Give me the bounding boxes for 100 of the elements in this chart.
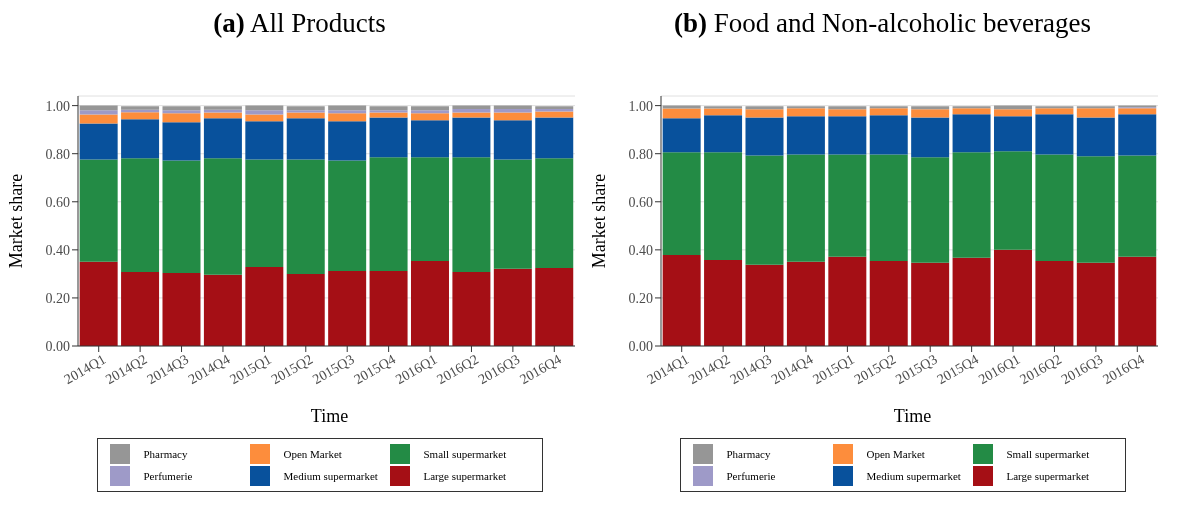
bar [245,110,284,115]
bar [328,271,367,346]
bar [452,271,491,346]
bar [410,260,449,346]
bar [79,159,118,262]
legend-label: Open Market [866,448,925,460]
bar [869,108,908,116]
bar [203,118,242,159]
y-tick-label: 0.20 [45,290,70,306]
bar [162,122,201,161]
bar [369,117,408,158]
bar [369,271,408,346]
bar [869,154,908,261]
bar [121,158,160,272]
chart-title: (b) Food and Non-alcoholic beverages [673,8,1092,40]
y-tick-label: 0.00 [628,338,653,354]
bar [1035,114,1074,155]
legend-label: Open Market [283,448,342,460]
bar [328,113,367,122]
bar [535,111,574,118]
bar [704,106,743,109]
bar [286,106,325,111]
bar [535,117,574,159]
bar [1035,260,1074,346]
bar [328,110,367,114]
bar [911,106,950,110]
bar [952,108,991,115]
bar [162,110,201,114]
bar [1118,155,1157,257]
bar [286,110,325,113]
bar [745,109,784,118]
y-tick-label: 1.00 [628,98,653,114]
bar [828,256,867,346]
legend-label: Pharmacy [726,448,771,460]
bar [745,106,784,110]
bar [1076,156,1115,263]
bar [286,273,325,346]
bar [493,159,532,269]
bar [786,116,825,155]
bar [245,121,284,160]
legend-label: Perfumerie [143,470,193,482]
y-axis-title: Market share [589,173,610,269]
bar [162,160,201,273]
bar [452,108,491,113]
bar [828,116,867,155]
legend-label: Small supermarket [1006,448,1090,460]
legend-label: Large supermarket [1006,470,1090,482]
y-tick-label: 0.00 [45,338,70,354]
bar [410,157,449,261]
bar [535,267,574,346]
bar [1118,108,1157,115]
bar [828,154,867,257]
bar [993,249,1032,346]
chart-title: (a) All Products [212,8,387,40]
bar [993,151,1032,250]
bar [162,106,201,111]
bar [1035,108,1074,115]
bar [662,118,701,153]
bar [662,254,701,346]
bar [786,154,825,262]
bar [662,152,701,255]
bar [79,114,118,124]
bar [786,261,825,346]
bar [121,112,160,120]
legend-label: Medium supermarket [283,470,378,482]
bar [952,257,991,346]
bar [410,113,449,121]
y-tick-label: 0.20 [628,290,653,306]
bar [704,152,743,260]
bar [1118,256,1157,346]
bar [535,158,574,268]
bar [662,105,701,109]
bar [1076,108,1115,118]
y-tick-label: 0.60 [628,194,653,210]
bar [745,117,784,156]
bar [452,157,491,272]
bar [493,108,532,113]
x-axis-title: Time [892,406,933,428]
legend-label: Pharmacy [143,448,188,460]
bar [369,157,408,271]
bar [203,274,242,346]
bar [911,117,950,158]
y-tick-label: 1.00 [45,98,70,114]
bar [162,272,201,346]
bar [493,268,532,346]
bar [786,108,825,117]
bar [911,262,950,346]
bar [369,106,408,111]
bar [410,106,449,111]
bar [869,260,908,346]
bar [993,116,1032,152]
bar [286,118,325,160]
bar [121,271,160,346]
bar [1076,117,1115,157]
bar [993,109,1032,117]
legend-label: Small supermarket [423,448,507,460]
x-axis-title: Time [309,406,350,428]
bar [952,152,991,258]
bar [328,121,367,161]
bar [662,108,701,119]
